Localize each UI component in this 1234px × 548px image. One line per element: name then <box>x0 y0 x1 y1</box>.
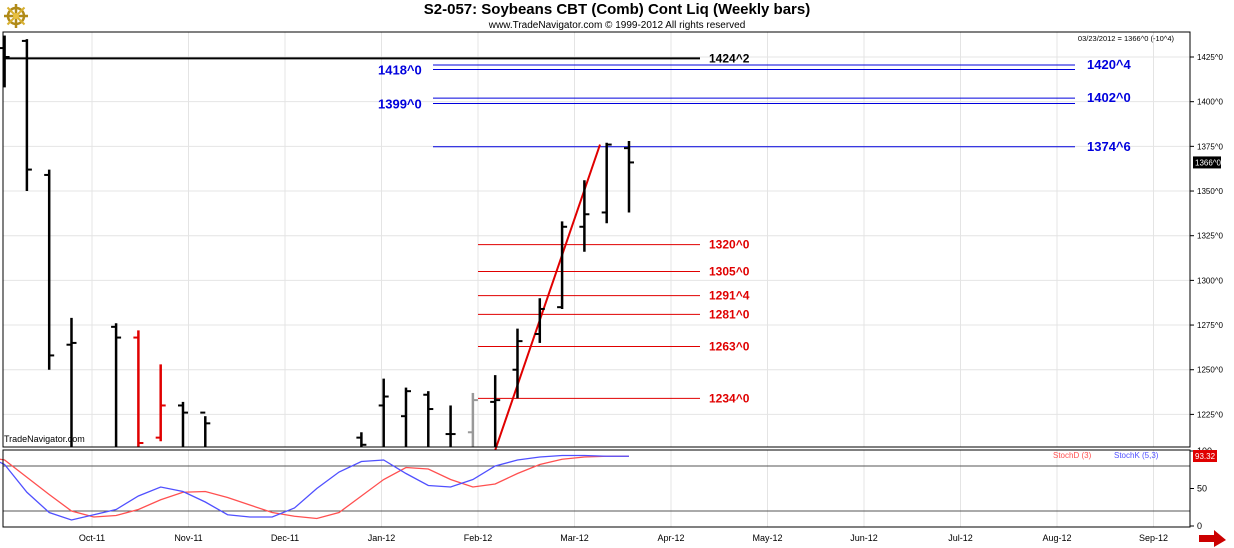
price-bar[interactable] <box>623 140 634 213</box>
price-bar[interactable] <box>467 392 478 447</box>
stoch-legend-label: StochK (5,3) <box>1114 451 1159 460</box>
y-tick-label: 1425^0 <box>1197 53 1224 62</box>
price-bar[interactable] <box>400 387 411 447</box>
price-level-label: 1234^0 <box>709 391 750 405</box>
stoch-y-tick-label: 50 <box>1197 484 1207 494</box>
stoch-y-tick-label: 0 <box>1197 521 1202 531</box>
y-tick-label: 1375^0 <box>1197 142 1224 151</box>
price-bar[interactable] <box>66 317 77 447</box>
price-bar[interactable] <box>601 142 612 224</box>
price-level-label: 1291^4 <box>709 289 750 303</box>
x-tick-label: May-12 <box>752 533 782 543</box>
watermark-text: TradeNavigator.com <box>4 434 85 444</box>
price-bar[interactable] <box>155 364 166 442</box>
price-level-label: 1420^4 <box>1087 57 1132 72</box>
price-level-label: 1320^0 <box>709 238 750 252</box>
price-bar[interactable] <box>21 39 32 192</box>
ship-wheel-icon[interactable] <box>3 2 29 30</box>
price-bar[interactable] <box>378 378 389 447</box>
price-level-label: 1374^6 <box>1087 139 1131 154</box>
x-tick-label: Jun-12 <box>850 533 878 543</box>
last-price-label: 1366^0 <box>1195 158 1222 167</box>
last-quote-text: 03/23/2012 = 1366^0 (-10^4) <box>1078 34 1175 43</box>
x-tick-label: Dec-11 <box>271 533 299 543</box>
y-tick-label: 1325^0 <box>1197 232 1224 241</box>
price-bar[interactable] <box>177 401 188 447</box>
copyright-subtitle: www.TradeNavigator.com © 1999-2012 All r… <box>488 20 746 31</box>
arrow-right-icon[interactable] <box>1199 530 1226 547</box>
trendline <box>494 144 601 451</box>
price-bar[interactable] <box>356 432 367 447</box>
price-bar[interactable] <box>445 405 456 447</box>
price-bar[interactable] <box>534 298 545 343</box>
price-level-label: 1418^0 <box>378 63 422 78</box>
x-tick-label: Apr-12 <box>657 533 684 543</box>
x-tick-label: Feb-12 <box>464 533 493 543</box>
y-tick-label: 1275^0 <box>1197 321 1224 330</box>
price-bar[interactable] <box>490 375 501 447</box>
x-tick-label: Jul-12 <box>948 533 973 543</box>
stoch-panel-frame <box>2 449 1191 528</box>
stoch-legend-label: StochD (3) <box>1053 451 1092 460</box>
price-level-label: 1281^0 <box>709 307 750 321</box>
stoch-last-label: 93.32 <box>1195 452 1216 461</box>
x-tick-label: Aug-12 <box>1042 533 1071 543</box>
price-bar[interactable] <box>557 221 568 309</box>
price-bar[interactable] <box>579 180 590 252</box>
price-bar[interactable] <box>200 411 211 447</box>
price-level-label: 1263^0 <box>709 339 750 353</box>
y-tick-label: 1225^0 <box>1197 410 1224 419</box>
price-bar[interactable] <box>0 35 10 88</box>
price-level-label: 1399^0 <box>378 96 422 111</box>
y-tick-label: 1350^0 <box>1197 187 1224 196</box>
y-tick-label: 1400^0 <box>1197 98 1224 107</box>
price-bar[interactable] <box>133 330 144 447</box>
last-price-marker <box>1193 156 1221 169</box>
price-level-label: 1402^0 <box>1087 90 1131 105</box>
x-tick-label: Nov-11 <box>174 533 202 543</box>
price-level-label: 1424^2 <box>709 51 750 65</box>
y-tick-label: 1250^0 <box>1197 366 1224 375</box>
stoch-series-line <box>0 454 629 521</box>
x-tick-label: Mar-12 <box>560 533 589 543</box>
chart-title: S2-057: Soybeans CBT (Comb) Cont Liq (We… <box>423 1 811 18</box>
x-tick-label: Oct-11 <box>79 533 105 543</box>
price-level-label: 1305^0 <box>709 264 750 278</box>
price-bar[interactable] <box>512 328 523 399</box>
price-bar[interactable] <box>111 323 122 447</box>
stoch-last-marker <box>1193 450 1217 463</box>
y-tick-label: 1300^0 <box>1197 276 1224 285</box>
price-bar[interactable] <box>44 169 55 370</box>
price-panel-frame <box>2 31 1191 448</box>
x-tick-label: Jan-12 <box>368 533 396 543</box>
price-bar[interactable] <box>423 391 434 447</box>
x-tick-label: Sep-12 <box>1139 533 1168 543</box>
